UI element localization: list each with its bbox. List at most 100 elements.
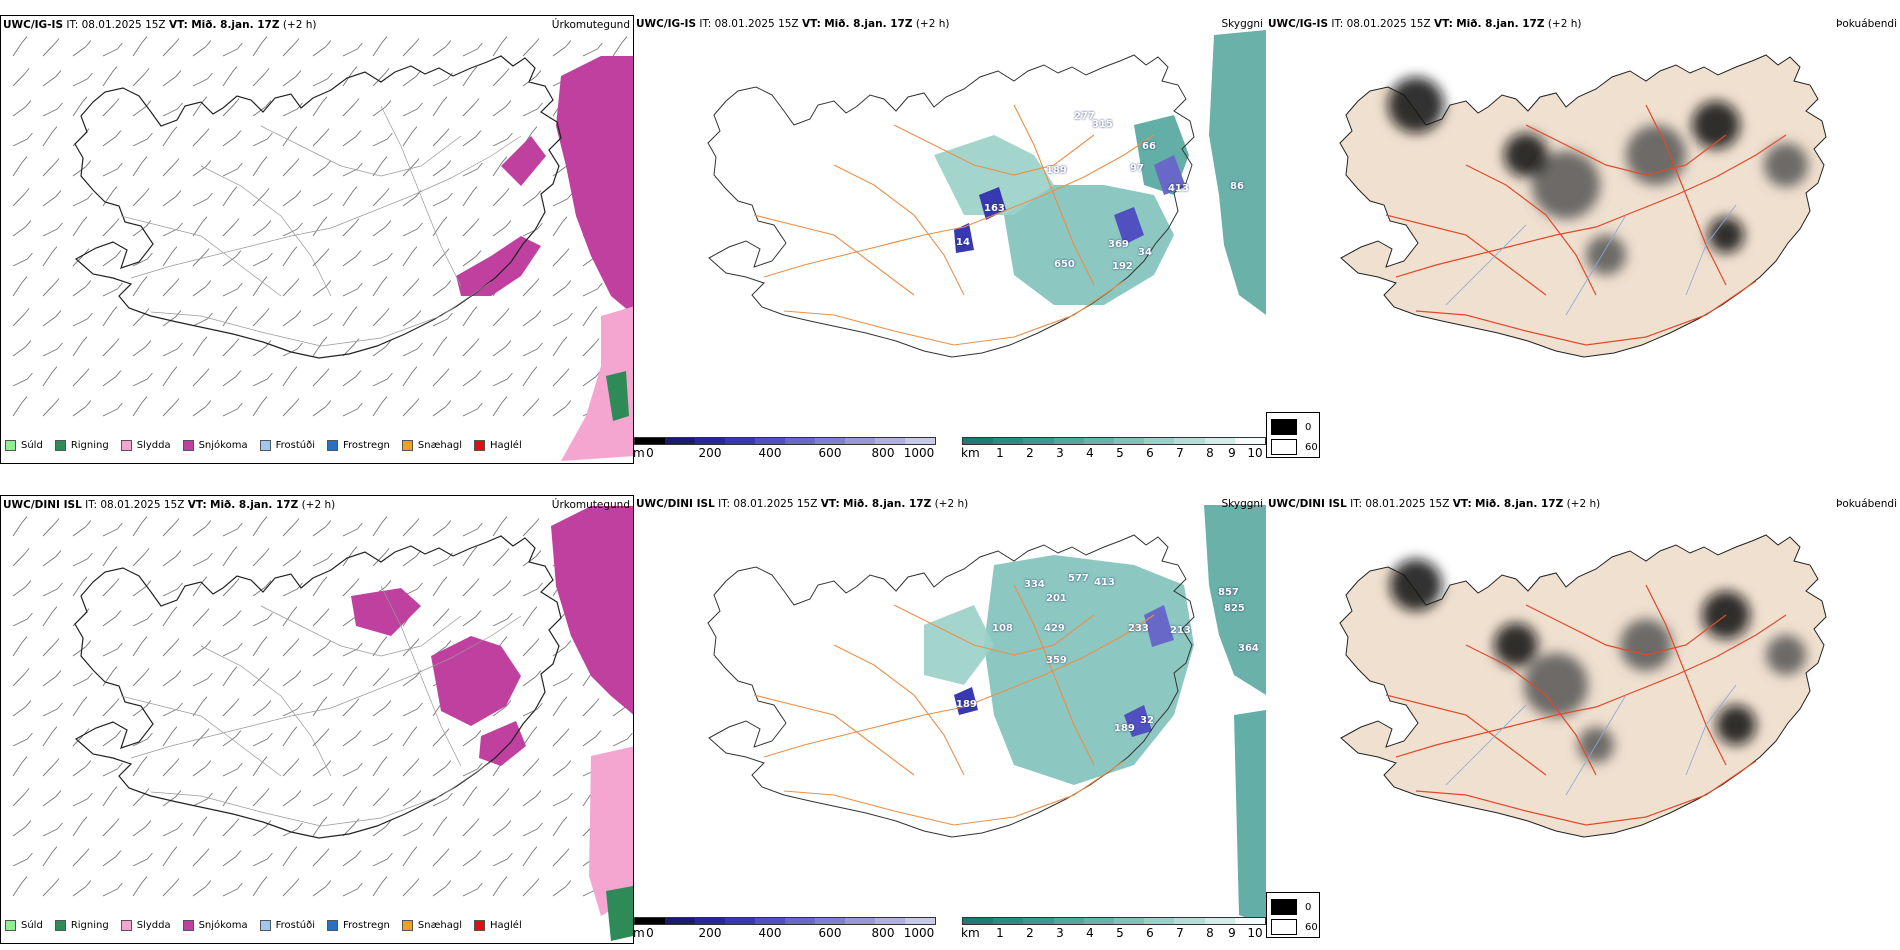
precip-map bbox=[12, 36, 633, 461]
colorbar-tick: 3 bbox=[1056, 926, 1064, 940]
cloud-base-label: 189 bbox=[956, 699, 977, 710]
colorbar-tick: 600 bbox=[818, 446, 842, 460]
cloud-panel-row1: UWC/IG-IS IT: 08.01.2025 15Z VT: Mið. 8.… bbox=[634, 15, 1266, 464]
cloud-base-label: 577 bbox=[1068, 573, 1089, 584]
legend-item: Frostregn bbox=[327, 440, 390, 451]
precip-panel-row2: UWC/DINI ISL IT: 08.01.2025 15Z VT: Mið.… bbox=[0, 495, 634, 944]
colorbar-tick: 1 bbox=[996, 446, 1004, 460]
fog-legend: 0 60 bbox=[1266, 892, 1320, 938]
legend-item: Súld bbox=[5, 920, 43, 931]
cloud-base-label: 86 bbox=[1230, 181, 1244, 192]
colorbar-tick: 9 bbox=[1228, 446, 1236, 460]
cloud-base-label: 108 bbox=[992, 623, 1013, 634]
cloud-base-label: 201 bbox=[1046, 593, 1067, 604]
panel-header: UWC/IG-IS IT: 08.01.2025 15Z VT: Mið. 8.… bbox=[636, 18, 950, 30]
cloud-base-label: 14 bbox=[956, 237, 970, 248]
legend-item: Frostúði bbox=[259, 440, 315, 451]
colorbar-tick: 0 bbox=[646, 446, 654, 460]
cloud-base-label: 163 bbox=[984, 203, 1005, 214]
cloud-base-label: 429 bbox=[1044, 623, 1065, 634]
cloud-base-label: 413 bbox=[1094, 577, 1115, 588]
fog-legend: 0 60 bbox=[1266, 412, 1320, 458]
colorbar-unit: m bbox=[634, 446, 645, 460]
colorbar-tick: 400 bbox=[758, 446, 782, 460]
fog-map bbox=[1339, 534, 1827, 838]
panel-title: Úrkomutegund bbox=[551, 499, 630, 511]
colorbar-tick: 2 bbox=[1026, 926, 1034, 940]
cloud-base-colorbar: m 0 200 400 600 800 1000 bbox=[634, 437, 936, 464]
visibility-colorbar: km 1 2 3 4 5 6 7 8 9 10 bbox=[961, 437, 1266, 464]
colorbar-tick: 5 bbox=[1116, 446, 1124, 460]
cloud-base-label: 825 bbox=[1224, 603, 1245, 614]
colorbar-tick: 800 bbox=[871, 926, 895, 940]
cloud-map bbox=[707, 30, 1266, 358]
cloud-base-label: 189 bbox=[1114, 723, 1135, 734]
panel-title: Skyggni bbox=[1221, 18, 1264, 30]
cloud-base-label: 233 bbox=[1128, 623, 1149, 634]
cloud-base-label: 364 bbox=[1238, 643, 1259, 654]
colorbar-tick: 9 bbox=[1228, 926, 1236, 940]
panel-header: UWC/DINI ISL IT: 08.01.2025 15Z VT: Mið.… bbox=[3, 499, 336, 511]
colorbar-tick: 2 bbox=[1026, 446, 1034, 460]
cloud-base-label: 413 bbox=[1168, 183, 1189, 194]
cloud-map bbox=[707, 505, 1266, 925]
colorbar-tick: 7 bbox=[1176, 446, 1184, 460]
cloud-base-label: 189 bbox=[1046, 165, 1067, 176]
cloud-base-label: 192 bbox=[1112, 261, 1133, 272]
panel-header: UWC/IG-IS IT: 08.01.2025 15Z VT: Mið. 8.… bbox=[1268, 18, 1582, 30]
precip-legend: Súld Rigning Slydda Snjókoma Frostúði Fr… bbox=[5, 440, 528, 451]
cloud-base-label: 359 bbox=[1046, 655, 1067, 666]
panel-title: Þokuábendi bbox=[1836, 498, 1897, 510]
fog-panel-row1: UWC/IG-IS IT: 08.01.2025 15Z VT: Mið. 8.… bbox=[1266, 15, 1900, 464]
colorbar-tick: 1000 bbox=[903, 446, 935, 460]
colorbar-unit: m bbox=[634, 926, 645, 940]
colorbar-tick: 1 bbox=[996, 926, 1004, 940]
cloud-base-label: 32 bbox=[1140, 715, 1154, 726]
colorbar-tick: 7 bbox=[1176, 926, 1184, 940]
colorbar-tick: 1000 bbox=[903, 926, 935, 940]
legend-item: Rigning bbox=[54, 920, 109, 931]
panel-title: Skyggni bbox=[1221, 498, 1264, 510]
legend-item: Slydda bbox=[120, 920, 171, 931]
colorbar-tick: 4 bbox=[1086, 926, 1094, 940]
colorbar-tick: 400 bbox=[758, 926, 782, 940]
panel-title: Þokuábendi bbox=[1836, 18, 1897, 30]
legend-item: Snæhagl bbox=[401, 920, 462, 931]
legend-item: Súld bbox=[5, 440, 43, 451]
legend-item: Snjókoma bbox=[182, 440, 248, 451]
legend-item: Snæhagl bbox=[401, 440, 462, 451]
fog-legend-high: 0 bbox=[1305, 421, 1312, 433]
cloud-base-label: 277 bbox=[1074, 111, 1095, 122]
cloud-base-label: 315 bbox=[1092, 119, 1113, 130]
cloud-base-label: 213 bbox=[1170, 625, 1191, 636]
panel-title: Úrkomutegund bbox=[551, 19, 630, 31]
legend-item: Slydda bbox=[120, 440, 171, 451]
colorbar-tick: 4 bbox=[1086, 446, 1094, 460]
legend-item: Rigning bbox=[54, 440, 109, 451]
cloud-base-label: 66 bbox=[1142, 141, 1156, 152]
colorbar-tick: 200 bbox=[698, 446, 722, 460]
precip-legend: Súld Rigning Slydda Snjókoma Frostúði Fr… bbox=[5, 920, 528, 931]
fog-map bbox=[1339, 54, 1827, 358]
colorbar-tick: 8 bbox=[1206, 926, 1214, 940]
cloud-base-colorbar: m 0 200 400 600 800 1000 bbox=[634, 917, 936, 944]
panel-header: UWC/IG-IS IT: 08.01.2025 15Z VT: Mið. 8.… bbox=[3, 19, 317, 31]
fog-legend-low: 60 bbox=[1305, 441, 1318, 453]
colorbar-unit: km bbox=[961, 446, 980, 460]
colorbar-tick: 8 bbox=[1206, 446, 1214, 460]
cloud-base-label: 34 bbox=[1138, 247, 1152, 258]
colorbar-tick: 800 bbox=[871, 446, 895, 460]
panel-header: UWC/DINI ISL IT: 08.01.2025 15Z VT: Mið.… bbox=[636, 498, 969, 510]
colorbar-tick: 6 bbox=[1146, 926, 1154, 940]
legend-item: Haglél bbox=[474, 920, 522, 931]
cloud-base-label: 334 bbox=[1024, 579, 1045, 590]
colorbar-unit: km bbox=[961, 926, 980, 940]
colorbar-tick: 0 bbox=[646, 926, 654, 940]
legend-item: Haglél bbox=[474, 440, 522, 451]
fog-legend-high: 0 bbox=[1305, 901, 1312, 913]
panel-header: UWC/DINI ISL IT: 08.01.2025 15Z VT: Mið.… bbox=[1268, 498, 1601, 510]
legend-item: Frostregn bbox=[327, 920, 390, 931]
precip-panel-row1: UWC/IG-IS IT: 08.01.2025 15Z VT: Mið. 8.… bbox=[0, 15, 634, 464]
legend-item: Snjókoma bbox=[182, 920, 248, 931]
cloud-panel-row2: UWC/DINI ISL IT: 08.01.2025 15Z VT: Mið.… bbox=[634, 495, 1266, 944]
